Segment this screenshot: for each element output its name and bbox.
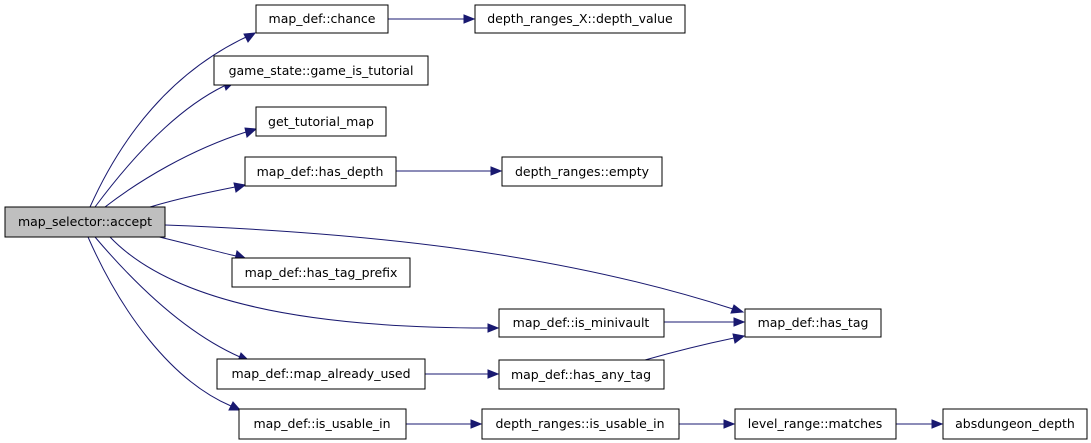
edge-has-any-tag-has-tag	[644, 333, 746, 361]
node-label: level_range::matches	[748, 416, 882, 431]
node-map-def-has-tag[interactable]: map_def::has_tag	[744, 308, 882, 338]
edge-is-minivault-has-tag	[664, 317, 746, 327]
node-label: get_tutorial_map	[268, 114, 374, 129]
node-label: map_def::has_tag	[758, 315, 869, 330]
node-map-def-is-minivault[interactable]: map_def::is_minivault	[498, 308, 665, 338]
node-label: depth_ranges::empty	[515, 164, 650, 179]
edge-is-usable-in-dr-is-usable-in	[406, 419, 483, 429]
node-map-def-has-depth[interactable]: map_def::has_depth	[244, 156, 397, 187]
node-label: map_def::has_depth	[257, 164, 384, 179]
node-game-state-game-is-tutorial[interactable]: game_state::game_is_tutorial	[213, 55, 429, 86]
edge-accept-has-tag	[164, 224, 745, 314]
edge-accept-has-depth	[149, 182, 247, 208]
edge-map-already-used-has-any-tag	[425, 369, 500, 379]
node-level-range-matches[interactable]: level_range::matches	[734, 408, 897, 440]
edge-accept-chance	[89, 32, 257, 208]
edge-accept-is-minivault	[109, 236, 500, 333]
edge-dr-is-usable-in-matches	[679, 419, 736, 429]
edge-accept-get-tutorial-map	[104, 127, 258, 208]
node-map-def-chance[interactable]: map_def::chance	[255, 4, 389, 34]
node-absdungeon-depth[interactable]: absdungeon_depth	[942, 408, 1088, 440]
node-label: depth_ranges::is_usable_in	[496, 416, 665, 431]
node-depth-ranges-empty[interactable]: depth_ranges::empty	[501, 156, 663, 187]
node-map-def-has-any-tag[interactable]: map_def::has_any_tag	[498, 359, 665, 390]
node-map-def-map-already-used[interactable]: map_def::map_already_used	[216, 358, 426, 390]
node-get-tutorial-map[interactable]: get_tutorial_map	[255, 106, 387, 137]
node-label: map_def::chance	[269, 11, 376, 26]
node-label: depth_ranges_X::depth_value	[487, 11, 673, 26]
edge-accept-is-usable-in	[87, 236, 242, 411]
edge-matches-absdungeon-depth	[896, 419, 944, 429]
edge-chance-depth-value	[388, 14, 476, 24]
node-label: map_def::map_already_used	[231, 366, 410, 381]
node-depth-ranges-is-usable-in[interactable]: depth_ranges::is_usable_in	[481, 408, 680, 440]
node-label: absdungeon_depth	[955, 416, 1075, 431]
node-label: map_def::is_usable_in	[253, 416, 390, 431]
node-depth-ranges-x-depth-value[interactable]: depth_ranges_X::depth_value	[474, 4, 686, 34]
node-label: map_selector::accept	[18, 214, 152, 229]
node-map-def-is-usable-in[interactable]: map_def::is_usable_in	[238, 408, 407, 440]
node-map-def-has-tag-prefix[interactable]: map_def::has_tag_prefix	[231, 257, 411, 288]
node-label: map_def::has_any_tag	[511, 367, 651, 382]
node-map-selector-accept[interactable]: map_selector::accept	[4, 206, 166, 238]
edge-accept-has-tag-prefix	[154, 235, 248, 261]
node-label: map_def::has_tag_prefix	[245, 265, 398, 280]
node-label: map_def::is_minivault	[513, 315, 650, 330]
edge-has-depth-empty	[396, 166, 503, 176]
node-label: game_state::game_is_tutorial	[229, 63, 414, 78]
